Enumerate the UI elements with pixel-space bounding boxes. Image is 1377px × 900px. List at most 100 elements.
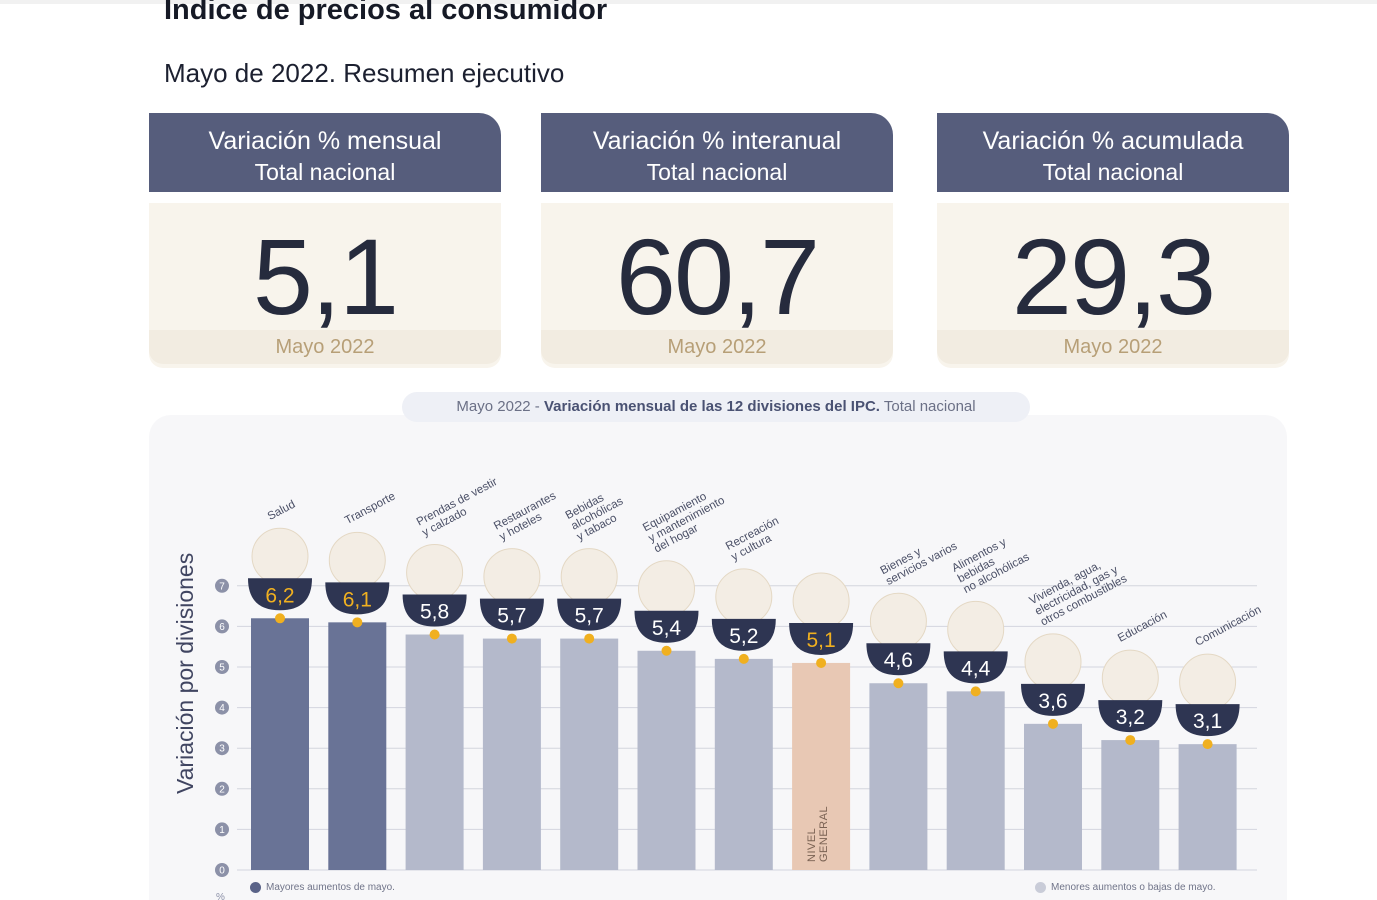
value-label: 3,1 xyxy=(1193,710,1222,733)
category-label: Salud xyxy=(266,499,298,523)
value-marker xyxy=(584,633,595,644)
card-date: Mayo 2022 xyxy=(937,330,1289,364)
bar xyxy=(1101,740,1160,870)
value-label: 5,1 xyxy=(806,629,835,652)
value-badge xyxy=(325,582,390,615)
value-label: 3,6 xyxy=(1038,690,1067,713)
value-label: 5,4 xyxy=(652,617,682,640)
card-heading: Variación % acumulada xyxy=(982,127,1244,155)
general-bar-label: NIVEL GENERAL xyxy=(806,806,830,862)
chart-title-period: Mayo 2022 - xyxy=(456,398,540,415)
top-border xyxy=(0,0,1377,4)
washing-machine-icon xyxy=(638,560,695,618)
value-badge xyxy=(1098,700,1163,733)
value-marker xyxy=(816,657,827,668)
value-label: 6,2 xyxy=(265,584,294,607)
value-badge xyxy=(711,618,776,651)
value-marker xyxy=(1125,735,1136,746)
value-badge xyxy=(1175,704,1240,737)
y-tick-label: 5 xyxy=(219,663,225,674)
first-aid-icon xyxy=(251,527,309,585)
value-badge xyxy=(557,598,622,631)
y-tick-label: 1 xyxy=(219,825,225,836)
value-label: 6,1 xyxy=(343,588,372,611)
bar xyxy=(792,662,851,870)
card-body: 5,1 Mayo 2022 xyxy=(149,203,501,368)
bar xyxy=(482,638,541,870)
y-axis-label: Variación por divisiones xyxy=(172,552,198,794)
bar xyxy=(560,638,619,870)
bottle-icon xyxy=(560,548,618,606)
card-value: 60,7 xyxy=(615,216,820,337)
general-bar-label-line: NIVEL xyxy=(806,828,818,862)
bar xyxy=(714,658,773,870)
value-marker xyxy=(661,645,672,656)
bar xyxy=(1178,744,1237,870)
y-tick-label: 2 xyxy=(219,784,225,795)
bar xyxy=(946,691,1005,870)
page-subtitle: Mayo de 2022. Resumen ejecutivo xyxy=(164,58,565,88)
y-tick-badge xyxy=(215,822,229,837)
card-header: Variación % interanual Total nacional xyxy=(541,113,893,192)
bar xyxy=(869,683,928,870)
book-icon xyxy=(1101,649,1159,707)
y-tick-label: 7 xyxy=(219,581,225,592)
category-label: Transporte xyxy=(343,490,397,527)
card-heading: Variación % mensual xyxy=(208,127,442,155)
y-tick-badge xyxy=(215,578,229,593)
y-tick-badge xyxy=(215,660,229,674)
card-value: 29,3 xyxy=(1011,216,1216,337)
value-marker xyxy=(275,613,285,624)
chart-title-main: Variación mensual de las 12 divisiones d… xyxy=(543,398,880,415)
value-badge xyxy=(943,651,1008,684)
y-tick-badge xyxy=(215,741,229,756)
lightbulb-icon xyxy=(1024,633,1082,691)
shopping-basket-icon xyxy=(792,572,850,630)
value-label: 3,2 xyxy=(1116,706,1145,729)
card-body: 60,7 Mayo 2022 xyxy=(541,203,893,368)
category-label-line: Salud xyxy=(266,499,298,523)
category-label: Vivienda, agua,electricidad, gas yotros … xyxy=(1028,560,1130,629)
card-heading: Variación % interanual xyxy=(592,127,842,155)
value-label: 5,8 xyxy=(420,601,449,624)
value-label: 5,7 xyxy=(575,605,604,628)
y-tick-label: 0 xyxy=(219,866,225,877)
tshirt-icon xyxy=(406,544,464,602)
value-label: 5,2 xyxy=(729,625,758,648)
value-badge xyxy=(1021,683,1085,716)
mobile-phone-icon xyxy=(1179,653,1237,711)
chart-title: Mayo 2022 - Variación mensual de las 12 … xyxy=(402,392,1030,422)
legend-low-text: Menores aumentos o bajas de mayo. xyxy=(1051,882,1216,894)
y-tick-badge xyxy=(215,781,229,796)
value-label: 4,4 xyxy=(961,657,991,680)
value-marker xyxy=(970,686,981,697)
beach-umbrella-icon xyxy=(715,568,773,626)
y-tick-badge xyxy=(215,700,229,715)
value-badge xyxy=(866,643,931,676)
value-badge xyxy=(789,622,854,655)
scissors-comb-icon xyxy=(869,592,927,650)
card-acumulada: Variación % acumulada Total nacional 29,… xyxy=(937,113,1289,368)
y-tick-badge xyxy=(215,619,229,634)
card-scope: Total nacional xyxy=(1042,159,1184,185)
value-marker xyxy=(738,653,749,664)
y-tick-label: 6 xyxy=(219,622,225,633)
value-marker xyxy=(1202,739,1213,750)
value-marker xyxy=(1048,718,1058,729)
card-interanual: Variación % interanual Total nacional 60… xyxy=(541,113,893,368)
category-label-line: Transporte xyxy=(343,490,397,527)
value-badge xyxy=(402,594,467,627)
card-mensual: Variación % mensual Total nacional 5,1 M… xyxy=(149,113,501,368)
bar xyxy=(1024,723,1082,870)
value-marker xyxy=(893,678,904,689)
card-header: Variación % mensual Total nacional xyxy=(149,113,501,192)
legend-low-swatch xyxy=(1035,882,1046,893)
legend-low: Menores aumentos o bajas de mayo. xyxy=(1035,882,1216,893)
card-scope: Total nacional xyxy=(254,159,396,185)
